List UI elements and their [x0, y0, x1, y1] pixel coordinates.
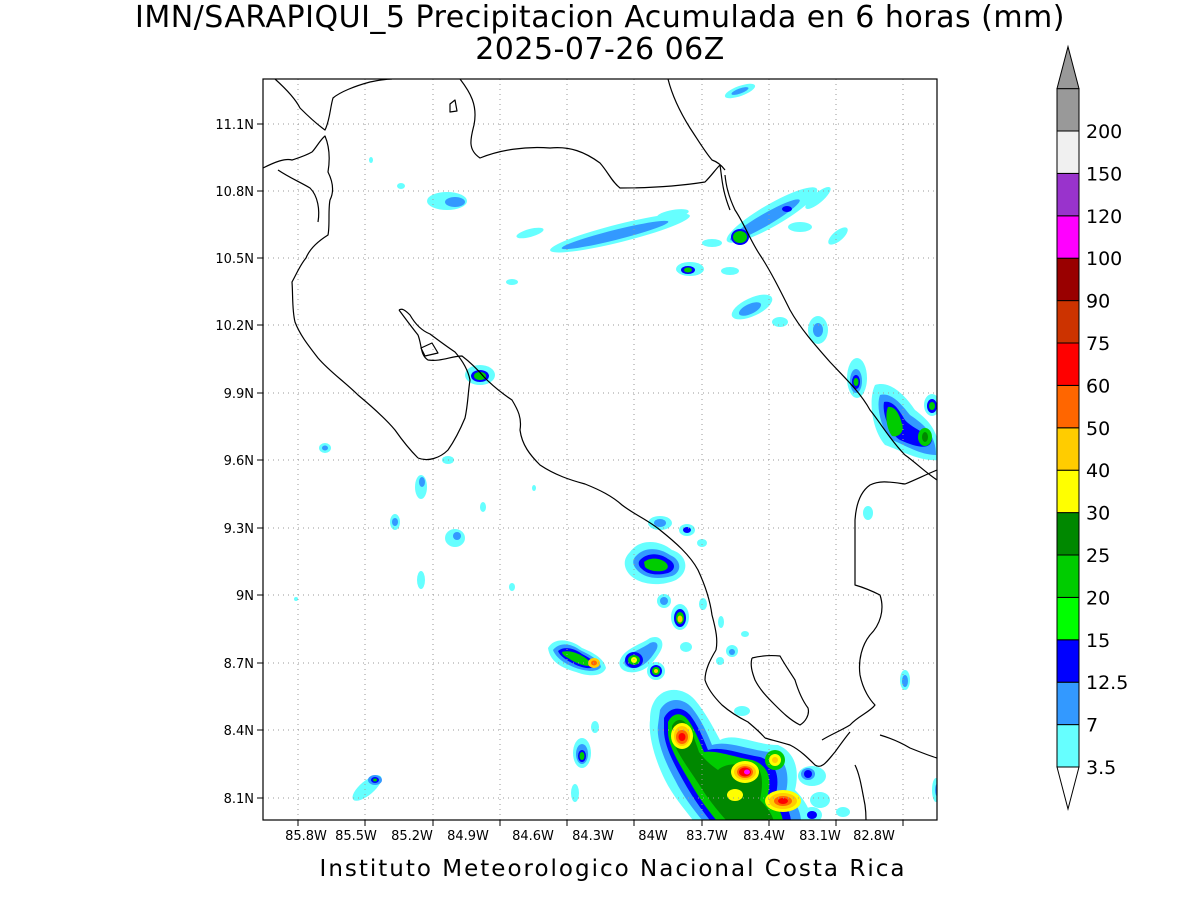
colorbar-swatch	[1056, 130, 1080, 174]
rain-cell	[550, 213, 690, 253]
colorbar-swatch	[1056, 300, 1080, 344]
latitude-axis: 11.1N 10.8N 10.5N 10.2N 9.9N 9.6N 9.3N 9…	[215, 118, 254, 807]
lon-label: 85.5W	[335, 829, 377, 844]
colorbar-label: 3.5	[1086, 757, 1116, 779]
precipitation-field	[294, 83, 937, 820]
colorbar: 3.5 7 12.5 15 20 25 30 40 50 60 75 90 100 120 150 200	[1056, 44, 1128, 811]
colorbar-label: 200	[1086, 121, 1122, 143]
lat-label: 10.5N	[215, 252, 254, 267]
colorbar-label: 100	[1086, 248, 1122, 270]
lat-label: 9.9N	[224, 387, 254, 402]
lat-label: 8.7N	[224, 657, 254, 672]
longitude-axis: 85.8W 85.5W 85.2W 84.9W 84.6W 84.3W 84W …	[285, 829, 895, 844]
lon-label: 83.4W	[743, 829, 785, 844]
lat-label: 10.2N	[215, 319, 254, 334]
rain-cell	[871, 384, 937, 461]
colorbar-swatch	[1056, 596, 1080, 641]
rain-cell-heavy	[649, 689, 812, 820]
colorbar-swatch	[1056, 469, 1080, 514]
colorbar-label: 7	[1086, 715, 1098, 737]
colorbar-swatch	[1056, 639, 1080, 683]
colorbar-swatch	[1056, 384, 1080, 429]
lon-label: 82.8W	[853, 829, 895, 844]
colorbar-label: 60	[1086, 375, 1110, 397]
colorbar-label: 90	[1086, 291, 1110, 313]
lon-label: 84.9W	[447, 829, 489, 844]
colorbar-label: 30	[1086, 503, 1110, 525]
rain-cell	[676, 262, 704, 276]
colorbar-label: 12.5	[1086, 672, 1128, 694]
colorbar-label: 120	[1086, 206, 1122, 228]
map-grid	[263, 79, 937, 820]
colorbar-swatch	[1056, 342, 1080, 386]
colorbar-swatch	[1056, 215, 1080, 259]
lat-label: 11.1N	[215, 118, 254, 133]
colorbar-swatch	[1056, 681, 1080, 726]
lat-label: 9.3N	[224, 522, 254, 537]
lon-label: 84.6W	[512, 829, 554, 844]
colorbar-label: 50	[1086, 418, 1110, 440]
title-line-1: IMN/SARAPIQUI_5 Precipitacion Acumulada …	[135, 0, 1065, 35]
colorbar-label: 40	[1086, 460, 1110, 482]
rain-cell	[671, 604, 689, 630]
colorbar-swatch	[1056, 554, 1080, 598]
rain-cell	[726, 187, 818, 245]
rain-cell	[427, 192, 467, 210]
lon-label: 84.3W	[572, 829, 614, 844]
rain-cell	[619, 636, 665, 680]
footer-credit: Instituto Meteorologico Nacional Costa R…	[319, 856, 907, 882]
lon-label: 85.8W	[285, 829, 327, 844]
lat-label: 8.1N	[224, 792, 254, 807]
rain-cell	[847, 358, 867, 398]
rain-cell	[352, 775, 382, 801]
colorbar-swatch	[1056, 512, 1080, 556]
lat-label: 9N	[236, 589, 254, 604]
colorbar-swatch	[1056, 724, 1080, 768]
colorbar-label: 150	[1086, 163, 1122, 185]
chart-title: IMN/SARAPIQUI_5 Precipitacion Acumulada …	[0, 2, 1200, 66]
colorbar-swatch	[1056, 257, 1080, 302]
lon-label: 85.2W	[391, 829, 433, 844]
lon-label: 83.7W	[686, 829, 728, 844]
colorbar-swatch	[1056, 172, 1080, 217]
colorbar-label: 25	[1086, 545, 1110, 567]
coastline	[263, 79, 937, 820]
rain-cell	[798, 766, 830, 820]
lat-label: 9.6N	[224, 454, 254, 469]
lon-label: 84W	[638, 829, 668, 844]
rain-cell	[724, 83, 756, 99]
colorbar-min-arrow	[1056, 766, 1080, 811]
plot-frame	[262, 78, 938, 821]
rain-cell	[573, 738, 591, 768]
lat-label: 10.8N	[215, 185, 254, 200]
colorbar-swatch	[1056, 427, 1080, 471]
colorbar-max-arrow	[1056, 44, 1080, 90]
rain-cell	[648, 516, 707, 547]
rain-cell	[548, 640, 606, 676]
lon-label: 83.1W	[799, 829, 841, 844]
title-line-2: 2025-07-26 06Z	[475, 32, 725, 67]
colorbar-label: 15	[1086, 630, 1110, 652]
rain-cell	[624, 542, 686, 585]
lat-label: 8.4N	[224, 724, 254, 739]
colorbar-label: 75	[1086, 333, 1110, 355]
colorbar-label: 20	[1086, 587, 1110, 609]
colorbar-swatch	[1056, 88, 1080, 132]
